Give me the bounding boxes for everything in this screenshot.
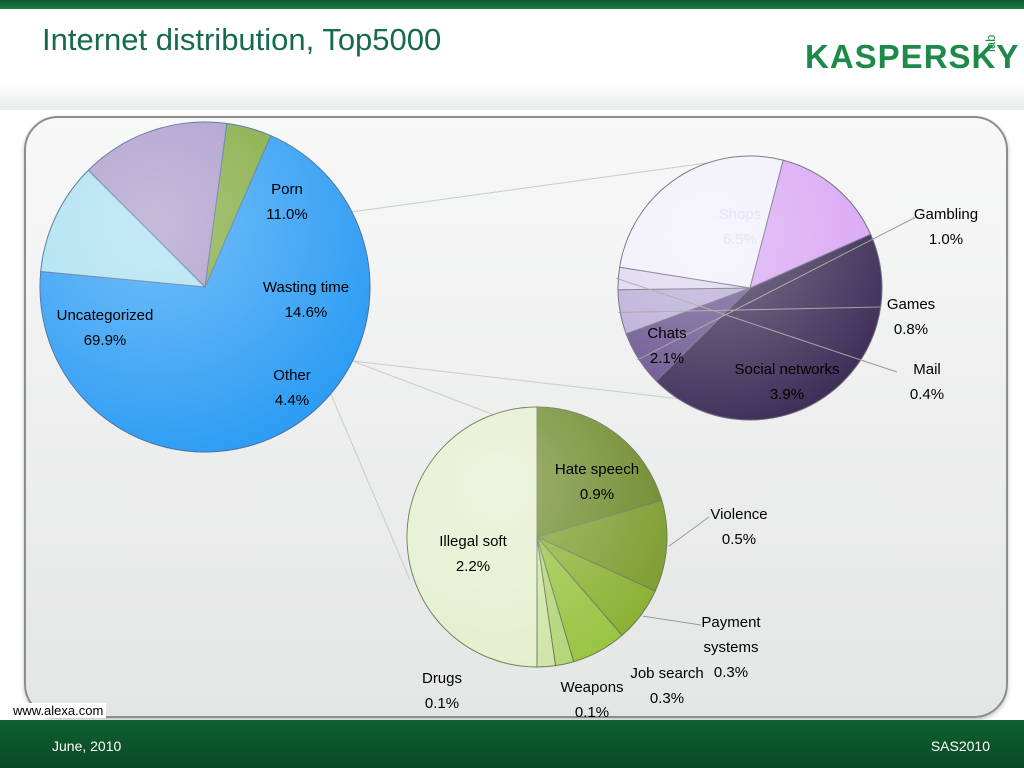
leader-line-violence [668, 516, 710, 547]
label-games: Games [887, 296, 935, 313]
value-illegal-soft: 2.2% [456, 558, 490, 575]
leader-line-payment-systems [642, 615, 702, 626]
value-games: 0.8% [894, 321, 928, 338]
connector-line-3 [329, 391, 411, 581]
footer-date: June, 2010 [52, 738, 122, 754]
footer-bar [0, 720, 1024, 768]
value-gambling: 1.0% [929, 231, 963, 248]
label-social-networks: Social networks [734, 361, 839, 378]
label-hate-speech: Hate speech [555, 461, 639, 478]
label-payment-systems: Payment systems [701, 614, 761, 656]
value-weapons: 0.1% [575, 704, 609, 721]
kaspersky-logo: KASPERSKY [805, 38, 1020, 75]
label-violence: Violence [710, 506, 767, 523]
value-job-search: 0.3% [650, 690, 684, 707]
pie-chart-1: Uncategorized 69.9% Porn 11.0% Wasting time 1… [39, 121, 371, 453]
value-uncategorized: 69.9% [84, 332, 127, 349]
label-drugs: Drugs [422, 670, 462, 687]
value-social-networks: 3.9% [770, 386, 804, 403]
value-chats: 2.1% [650, 350, 684, 367]
pie-chart-3: Hate speech 0.9% Violence 0.5% Payment system… [406, 406, 768, 721]
value-porn: 11.0% [266, 206, 307, 223]
label-weapons: Weapons [560, 679, 623, 696]
value-wasting-time: 14.6% [285, 304, 328, 321]
header-band [0, 82, 1024, 110]
label-chats: Chats [647, 325, 686, 342]
value-hate-speech: 0.9% [580, 486, 614, 503]
value-other: 4.4% [275, 392, 309, 409]
label-job-search: Job search [630, 665, 703, 682]
footer-event: SAS2010 [930, 738, 990, 754]
label-wasting-time: Wasting time [263, 279, 349, 296]
value-shops: 6.5% [723, 231, 757, 248]
label-porn: Porn [271, 181, 303, 198]
value-drugs: 0.1% [425, 695, 459, 712]
value-payment-systems: 0.3% [714, 664, 748, 681]
connector-line-2 [343, 359, 691, 401]
label-illegal-soft: Illegal soft [439, 533, 507, 550]
page-title: Internet distribution, Top5000 [42, 22, 442, 57]
value-violence: 0.5% [722, 531, 756, 548]
label-gambling: Gambling [914, 206, 978, 223]
value-mail: 0.4% [910, 386, 944, 403]
label-shops: Shops [719, 206, 762, 223]
label-mail: Mail [913, 361, 941, 378]
top-accent-bar [0, 0, 1024, 9]
pie-chart-2: Shops 6.5% Gambling 1.0% Games 0.8% Mail 0.4% So… [616, 155, 978, 421]
source-label: www.alexa.com [10, 703, 107, 718]
label-uncategorized: Uncategorized [57, 307, 154, 324]
label-other: Other [273, 367, 311, 384]
